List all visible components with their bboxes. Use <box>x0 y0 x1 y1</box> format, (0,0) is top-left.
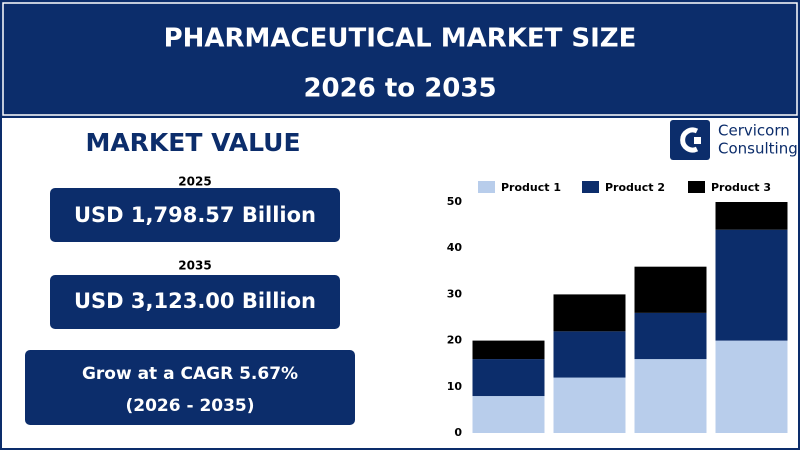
bar <box>715 229 788 341</box>
bar <box>634 266 707 313</box>
header-subtitle: 2026 to 2035 <box>303 74 496 104</box>
value-text: USD 1,798.57 Billion <box>74 203 316 227</box>
y-tick-label: 50 <box>447 195 463 208</box>
bar <box>715 202 788 230</box>
legend-swatch <box>478 181 495 193</box>
bar <box>472 340 545 360</box>
header-title: PHARMACEUTICAL MARKET SIZE <box>164 24 637 54</box>
section-heading: MARKET VALUE <box>85 128 300 157</box>
header-band <box>0 0 800 118</box>
cagr-period: (2026 - 2035) <box>125 396 254 416</box>
value-box <box>50 275 340 329</box>
legend-label: Product 2 <box>605 181 665 194</box>
bar <box>472 359 545 397</box>
cagr-text: Grow at a CAGR 5.67% <box>82 364 298 384</box>
year-label: 2035 <box>178 259 211 273</box>
y-tick-label: 10 <box>447 380 463 393</box>
y-tick-label: 30 <box>447 287 463 300</box>
year-label: 2025 <box>178 175 211 189</box>
legend-label: Product 3 <box>711 181 771 194</box>
legend-swatch <box>688 181 705 193</box>
legend-swatch <box>582 181 599 193</box>
y-tick-label: 40 <box>447 241 463 254</box>
bar <box>553 294 626 332</box>
value-text: USD 3,123.00 Billion <box>74 289 316 313</box>
bar <box>472 396 545 433</box>
bar <box>715 340 788 433</box>
logo-dot <box>694 137 701 144</box>
y-tick-label: 20 <box>447 334 463 347</box>
bar <box>553 377 626 433</box>
header-border <box>2 2 798 116</box>
legend-label: Product 1 <box>501 181 561 194</box>
bar <box>634 312 707 360</box>
logo-mark <box>680 127 699 153</box>
logo-text: Consulting <box>718 140 798 158</box>
y-tick-label: 0 <box>454 426 462 439</box>
bar <box>634 359 707 433</box>
cagr-box <box>25 350 355 425</box>
bar <box>553 331 626 378</box>
logo-text: Cervicorn <box>718 122 790 140</box>
value-box <box>50 188 340 242</box>
logo-icon <box>670 120 710 160</box>
